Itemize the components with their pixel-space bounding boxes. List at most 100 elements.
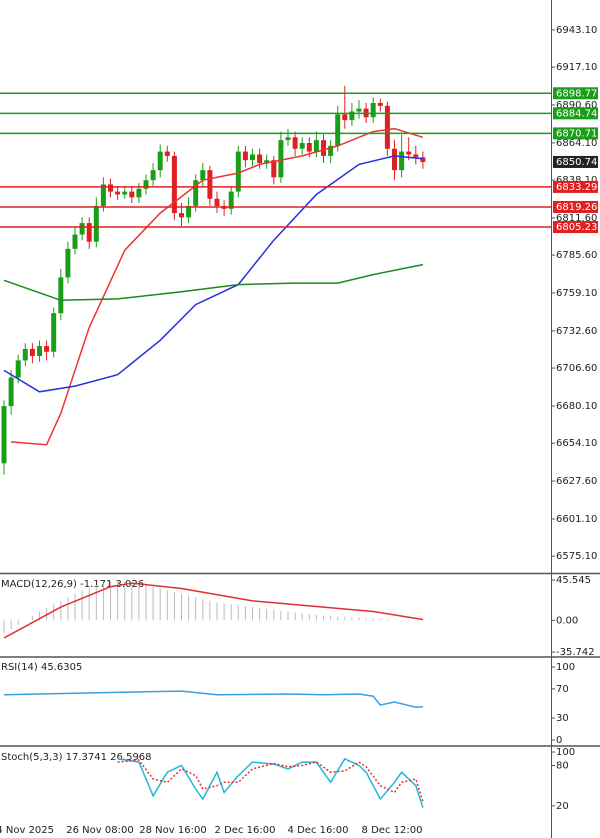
candle-body (143, 180, 149, 189)
candle-body (413, 154, 419, 158)
candle-body (179, 213, 184, 218)
candle-body (44, 346, 50, 352)
candle-body (207, 170, 213, 199)
x-tick-label: 8 Dec 12:00 (362, 825, 423, 836)
candle-body (108, 184, 113, 192)
candle-body (51, 313, 57, 352)
candle-body (193, 180, 199, 206)
level-label: 6898.77 (556, 88, 597, 99)
candle-body (115, 191, 121, 195)
indicator-title: RSI(14) 45.6305 (1, 662, 82, 673)
y-tick-label: 6785.60 (556, 250, 597, 261)
candle-body (264, 160, 270, 164)
level-label-bg (553, 200, 598, 213)
candle-body (420, 157, 426, 162)
level-label: 6805.23 (556, 222, 597, 233)
candle-body (328, 145, 334, 156)
candle-body (186, 205, 192, 218)
indicator-line (117, 759, 424, 802)
level-label-bg (553, 180, 598, 193)
candle-body (150, 170, 156, 181)
candle-body (15, 360, 21, 378)
y-tick-label: 70 (556, 684, 569, 695)
candle-body (136, 188, 142, 198)
y-tick-label: 6864.10 (556, 138, 597, 149)
candle-body (22, 348, 28, 361)
y-tick-label: 6575.10 (556, 551, 597, 562)
y-tick-label: 6943.10 (556, 25, 597, 36)
candle-body (306, 143, 312, 152)
level-label: 6833.29 (556, 182, 597, 193)
y-tick-label: 6627.60 (556, 476, 597, 487)
candle-body (321, 140, 326, 156)
y-tick-label: 6759.10 (556, 288, 597, 299)
y-tick-label: 6680.10 (556, 401, 597, 412)
y-tick-label: 80 (556, 760, 569, 771)
candle-body (200, 170, 206, 181)
candle-body (29, 348, 35, 357)
y-tick-label: 100 (556, 662, 575, 673)
indicator-title: Stoch(5,3,3) 17.3741 26.5968 (1, 752, 152, 763)
candle-body (79, 223, 85, 235)
candle-body (86, 223, 92, 242)
candle-body (399, 151, 405, 171)
candle-body (292, 137, 298, 149)
y-tick-label: 6601.10 (556, 514, 597, 525)
candle-body (72, 234, 78, 249)
candle-body (406, 151, 412, 155)
current-price-bg (553, 155, 598, 168)
y-tick-label: 30 (556, 713, 569, 724)
indicator-line (3, 263, 424, 302)
candle-body (278, 140, 284, 178)
indicator-line (3, 690, 423, 708)
x-tick-label: 2 Dec 16:00 (215, 825, 276, 836)
candle-body (242, 151, 248, 161)
candle-body (214, 198, 220, 206)
candle-body (335, 114, 341, 146)
level-label: 6884.74 (556, 108, 597, 119)
candle-body (313, 140, 319, 152)
y-tick-label: 6890.60 (556, 100, 597, 111)
candle-body (342, 114, 348, 121)
x-tick-label: 4 Dec 16:00 (288, 825, 349, 836)
y-tick-label: 6706.60 (556, 363, 597, 374)
y-tick-label: -35.742 (556, 647, 595, 658)
y-tick-label: 0.00 (556, 615, 578, 626)
current-price-label: 6850.74 (556, 157, 597, 168)
y-tick-label: 6732.60 (556, 326, 597, 337)
indicator-line (3, 582, 424, 639)
level-label: 6819.26 (556, 202, 597, 213)
candle-body (58, 277, 64, 314)
candle-body (285, 137, 291, 141)
candle-body (65, 248, 71, 278)
indicator-line (117, 757, 424, 808)
candle-body (250, 154, 255, 161)
candle-body (370, 102, 376, 118)
level-label-bg (553, 221, 598, 234)
candle-body (271, 160, 277, 178)
candle-body (299, 143, 305, 149)
level-label-bg (553, 127, 598, 140)
level-label-bg (553, 107, 598, 120)
candle-body (349, 111, 355, 121)
indicator-title: MACD(12,26,9) -1.171 3.026 (1, 579, 144, 590)
y-tick-label: 6838.10 (556, 175, 597, 186)
candle-body (384, 105, 390, 149)
candle-body (122, 191, 128, 195)
y-tick-label: 45.545 (556, 575, 591, 586)
y-tick-label: 100 (556, 747, 575, 758)
candle-body (257, 154, 263, 164)
y-tick-label: 6917.10 (556, 62, 597, 73)
candle-body (129, 191, 135, 198)
candle-body (377, 102, 383, 106)
candle-body (392, 148, 397, 171)
candle-body (37, 346, 42, 357)
candle-body (100, 184, 106, 206)
candle-body (164, 151, 170, 156)
candle-body (171, 155, 177, 214)
x-tick-label: 28 Nov 16:00 (139, 825, 206, 836)
candle-body (235, 151, 241, 192)
candle-body (8, 377, 14, 407)
indicator-line (3, 155, 423, 393)
